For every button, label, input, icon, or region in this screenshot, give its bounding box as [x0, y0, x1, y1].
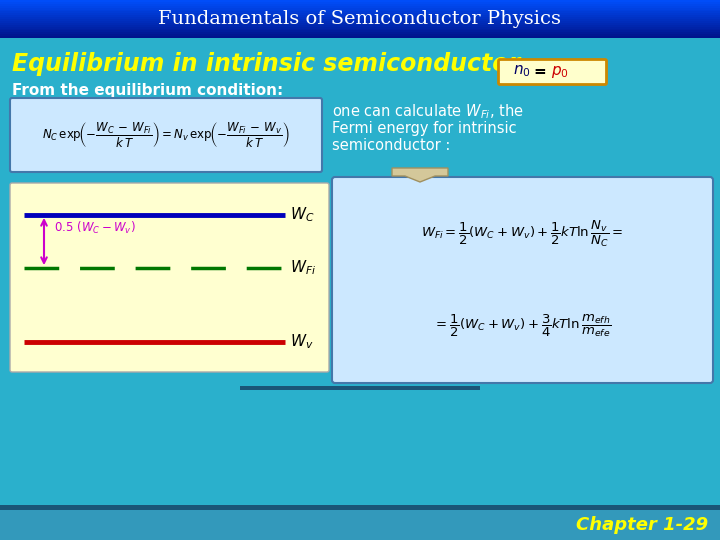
Text: $= \dfrac{1}{2}(W_C + W_v) + \dfrac{3}{4}kT\ln\dfrac{m_{efh}}{m_{efe}}$: $= \dfrac{1}{2}(W_C + W_v) + \dfrac{3}{4…: [433, 313, 611, 339]
Bar: [0, 0, 720, 2]
Polygon shape: [392, 168, 448, 182]
Bar: [0, 8, 720, 10]
Text: Chapter 1-29: Chapter 1-29: [576, 516, 708, 534]
Text: $W_{Fi} = \dfrac{1}{2}(W_C + W_v) + \dfrac{1}{2}kT\ln\dfrac{N_v}{N_C} =$: $W_{Fi} = \dfrac{1}{2}(W_C + W_v) + \dfr…: [421, 219, 624, 249]
Text: $W_{Fi}$: $W_{Fi}$: [290, 259, 316, 278]
Text: From the equilibrium condition:: From the equilibrium condition:: [12, 84, 283, 98]
Text: $W_C$: $W_C$: [290, 206, 315, 224]
Bar: [0, 14, 720, 15]
Bar: [0, 23, 720, 25]
Bar: [0, 10, 720, 11]
Bar: [0, 505, 720, 510]
FancyBboxPatch shape: [498, 59, 606, 84]
FancyBboxPatch shape: [10, 98, 322, 172]
Text: Equilibrium in intrinsic semiconductor: Equilibrium in intrinsic semiconductor: [12, 52, 520, 76]
Bar: [0, 4, 720, 6]
Text: $n_0$: $n_0$: [513, 64, 531, 79]
Text: semiconductor :: semiconductor :: [332, 138, 451, 153]
Text: $p_0$: $p_0$: [551, 64, 569, 79]
Bar: [0, 25, 720, 26]
Bar: [0, 19, 720, 21]
Bar: [0, 36, 720, 38]
Text: Fermi energy for intrinsic: Fermi energy for intrinsic: [332, 122, 517, 137]
Bar: [0, 26, 720, 29]
Text: Fundamentals of Semiconductor Physics: Fundamentals of Semiconductor Physics: [158, 10, 562, 28]
Bar: [0, 17, 720, 19]
Bar: [0, 29, 720, 30]
Bar: [0, 30, 720, 32]
FancyBboxPatch shape: [10, 183, 329, 372]
Text: $W_v$: $W_v$: [290, 333, 313, 352]
Text: one can calculate $W_{Fi}$, the: one can calculate $W_{Fi}$, the: [332, 103, 523, 122]
Bar: [0, 34, 720, 36]
Bar: [0, 2, 720, 4]
Bar: [0, 21, 720, 23]
FancyBboxPatch shape: [332, 177, 713, 383]
Bar: [0, 32, 720, 34]
Text: $N_C\,\mathrm{exp}\!\left(-\dfrac{W_C\,-\,W_{Fi}}{k\,T}\right) = N_v\,\mathrm{ex: $N_C\,\mathrm{exp}\!\left(-\dfrac{W_C\,-…: [42, 120, 290, 150]
Bar: [240, 386, 480, 390]
Bar: [0, 0, 720, 38]
Bar: [0, 11, 720, 14]
Bar: [0, 507, 720, 540]
Bar: [0, 15, 720, 17]
Text: $0.5\ (W_C - W_v)$: $0.5\ (W_C - W_v)$: [54, 220, 135, 237]
Text: =: =: [534, 64, 546, 79]
Bar: [0, 6, 720, 8]
